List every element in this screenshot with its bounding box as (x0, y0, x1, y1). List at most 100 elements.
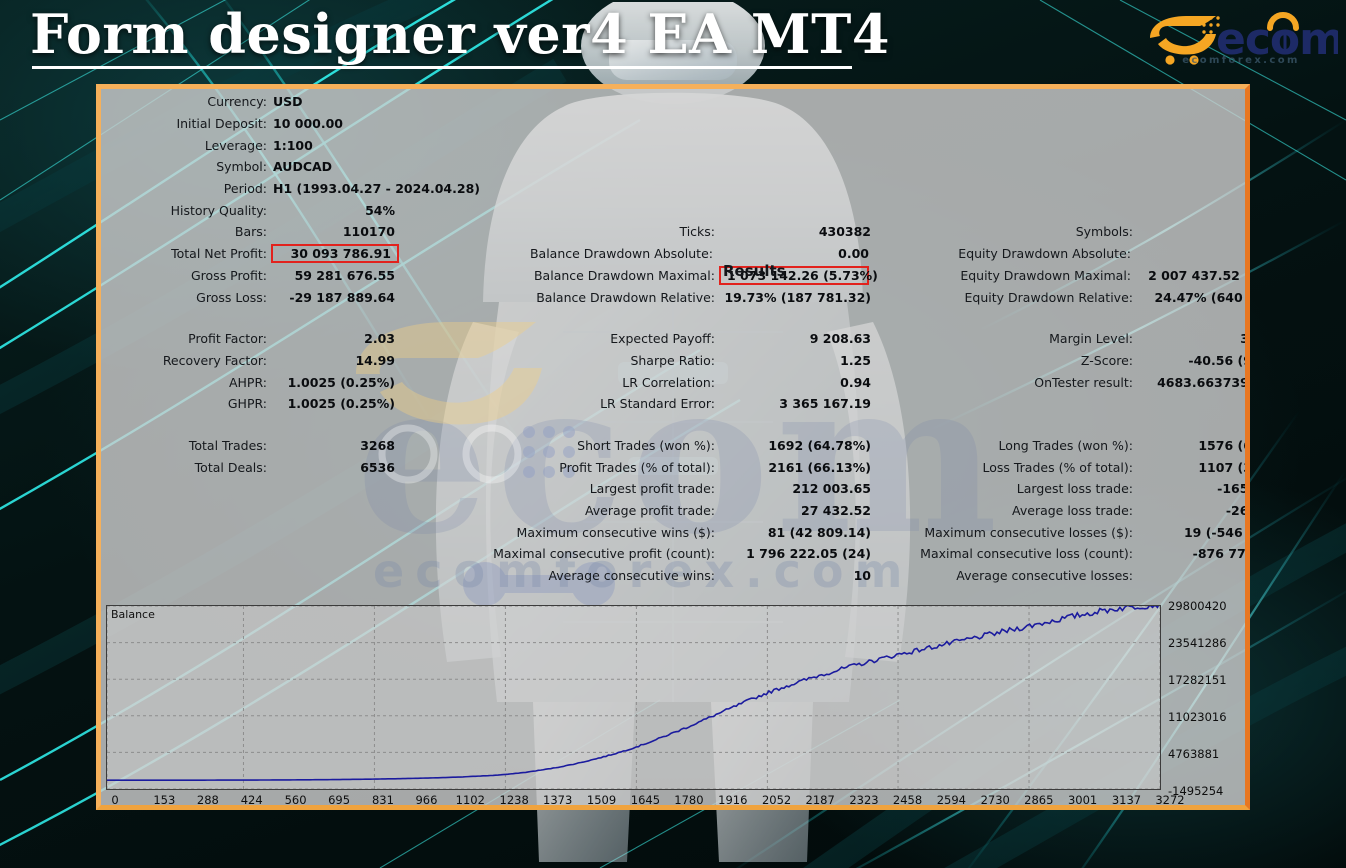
balance-chart: Balance -1495254 4763881 11023016 17282151 2… (106, 599, 1245, 807)
stat-value: 3268 (360, 437, 395, 453)
stat-cell: Expected Payoff: 9 208.63 (401, 331, 871, 346)
stat-cell: Period: H1 (1993.04.27 - 2024.04.28) (101, 181, 480, 196)
stat-cell: Long Trades (won %): 1576 (67.58%) (879, 438, 1245, 453)
stat-value: 2161 (66.13%) (768, 459, 871, 475)
account-info-row: Period: H1 (1993.04.27 - 2024.04.28) (101, 178, 1245, 200)
stats-grid: Currency: USD Initial Deposit: 10 000.00 Lev… (101, 89, 1245, 586)
stat-label: Initial Deposit: (176, 116, 267, 132)
stat-value: 27 432.52 (801, 503, 871, 519)
stat-row: Maximum consecutive wins ($): 81 (42 809.… (101, 521, 1245, 543)
stat-cell: Gross Profit: 59 281 676.55 (101, 268, 401, 283)
stat-cell: Profit Trades (% of total): 2161 (66.13%) (401, 460, 871, 475)
stat-cell: Largest profit trade: 212 003.65 (401, 481, 871, 496)
performance-block-1: Bars: 110170 Ticks: 430382 Symbols: 1 Total Ne… (101, 221, 1245, 308)
stat-label: Z-Score: (1080, 352, 1133, 368)
stat-label: Short Trades (won %): (577, 437, 715, 453)
stat-label: Balance Drawdown Absolute: (529, 246, 713, 262)
x-tick-label: 288 (196, 793, 219, 807)
stat-label: Currency: (207, 94, 267, 110)
x-tick-label: 1645 (630, 793, 661, 807)
stat-label: OnTester result: (1034, 374, 1133, 390)
x-tick-label: 153 (153, 793, 176, 807)
x-tick-label: 1373 (543, 793, 573, 807)
stat-value: 1.0025 (0.25%) (287, 396, 395, 412)
stat-cell: OnTester result: 4683.663739060983 (879, 374, 1249, 390)
stat-cell: Maximal consecutive loss (count): -876 77… (879, 546, 1245, 561)
stat-label: Bars: (234, 224, 267, 240)
stat-value: 24.47% (640 647.34) (1154, 289, 1245, 305)
stat-cell: Average loss trade: -26 366.66 (879, 503, 1249, 519)
stat-value: 5 (1139, 568, 1245, 583)
stat-label: Profit Factor: (188, 331, 267, 347)
stat-row: Average profit trade: 27 432.52 Average lo… (101, 500, 1245, 522)
stat-label: Gross Profit: (190, 267, 267, 283)
x-tick-label: 0 (111, 793, 119, 807)
stat-row: Largest profit trade: 212 003.65 Largest l… (101, 478, 1245, 500)
stat-value: 1 (1139, 224, 1245, 239)
ecom-logo[interactable]: ecom (1142, 4, 1338, 74)
stat-cell: Currency: USD (101, 94, 407, 109)
x-tick-label: 1102 (455, 793, 485, 807)
stat-label: History Quality: (170, 202, 267, 218)
stat-value: 1 796 222.05 (24) (746, 546, 871, 562)
stat-cell: Balance Drawdown Relative: 19.73% (187 78… (401, 290, 871, 305)
stat-label: Equity Drawdown Relative: (964, 289, 1133, 305)
stat-value: AUDCAD (273, 159, 333, 175)
stat-cell: Equity Drawdown Relative: 24.47% (640 647… (879, 289, 1245, 305)
stat-cell: Total Net Profit: 30 093 786.91 (101, 244, 399, 264)
strategy-tester-report: ecom ecomforex.com Results Currency: USD I… (96, 84, 1250, 810)
stat-label: Leverage: (204, 137, 267, 153)
account-info-row: Leverage: 1:100 (101, 134, 1245, 156)
stat-cell: Sharpe Ratio: 1.25 (401, 353, 871, 368)
stat-label: LR Correlation: (622, 374, 715, 390)
account-info-row: Initial Deposit: 10 000.00 (101, 113, 1245, 135)
stat-label: Average profit trade: (584, 503, 715, 519)
stat-cell: Leverage: 1:100 (101, 138, 407, 153)
stat-cell: Symbol: AUDCAD (101, 159, 407, 174)
stat-cell: Equity Drawdown Absolute: 26.71 (877, 246, 1245, 261)
stat-value: -40.56 (99.74%) (1188, 352, 1245, 368)
x-tick-label: 1509 (586, 793, 617, 807)
stat-value: 1107 (33.87%) (1198, 459, 1245, 475)
stat-label: Balance Drawdown Relative: (536, 289, 715, 305)
x-tick-label: 3001 (1067, 793, 1098, 807)
stat-label: Symbol: (216, 159, 267, 175)
x-tick-label: 424 (240, 793, 263, 807)
stat-label: Symbols: (1075, 224, 1133, 240)
stat-value: 19.73% (187 781.32) (724, 289, 871, 305)
stat-cell: LR Standard Error: 3 365 167.19 (401, 396, 871, 411)
stat-row: Bars: 110170 Ticks: 430382 Symbols: 1 (101, 221, 1245, 243)
stat-label: Gross Loss: (196, 289, 267, 305)
stat-cell: GHPR: 1.0025 (0.25%) (101, 396, 401, 411)
stat-value: 10 (853, 568, 871, 584)
results-heading: Results (723, 262, 786, 280)
stat-cell: Average consecutive wins: 10 (401, 568, 871, 583)
chart-canvas (107, 606, 1160, 789)
stat-value: USD (273, 94, 303, 110)
stat-value: -26 366.66 (1225, 503, 1249, 519)
account-info-row: Symbol: AUDCAD (101, 156, 1245, 178)
x-tick-label: 831 (371, 793, 394, 807)
stat-value: 59 281 676.55 (294, 267, 395, 283)
stat-value: 4683.663739060983 (1157, 374, 1249, 390)
stat-value: 0.94 (840, 374, 871, 390)
stat-value: 2 007 437.52 (7.12%) (1148, 267, 1250, 283)
stat-value: 0.00 (838, 246, 869, 262)
title-underline (32, 66, 852, 69)
stat-label: Total Net Profit: (171, 246, 267, 262)
stat-value: 6536 (360, 459, 395, 475)
x-tick-label: 2865 (1024, 793, 1054, 807)
stat-cell: Largest loss trade: -165 420.08 (879, 481, 1245, 496)
stat-label: Profit Trades (% of total): (559, 459, 715, 475)
stat-label: Expected Payoff: (610, 331, 715, 347)
chart-plot-area: Balance (106, 605, 1161, 790)
account-info-row: Currency: USD (101, 91, 1245, 113)
stat-label: Average consecutive wins: (548, 568, 715, 584)
stat-value-highlighted: 30 093 786.91 (271, 244, 399, 264)
stat-cell: AHPR: 1.0025 (0.25%) (101, 375, 401, 390)
stat-cell: Initial Deposit: 10 000.00 (101, 116, 407, 131)
stat-cell: Bars: 110170 (101, 224, 401, 239)
stat-row: Total Deals: 6536 Profit Trades (% of tota… (101, 456, 1245, 478)
stat-label: Margin Level: (1049, 331, 1133, 347)
stat-value: 26.71 (1137, 246, 1245, 261)
